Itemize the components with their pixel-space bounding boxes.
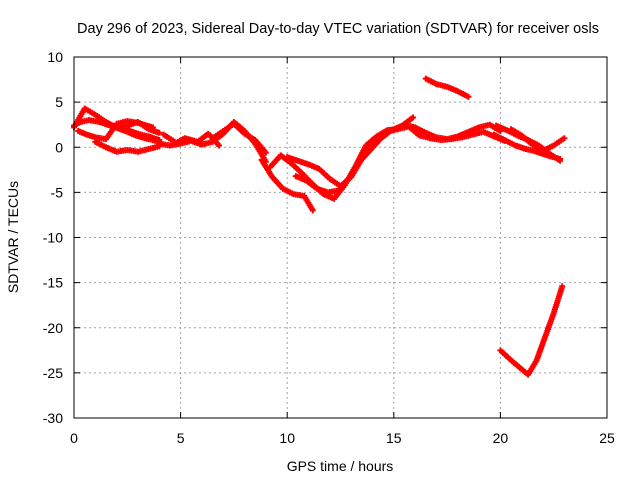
chart-title: Day 296 of 2023, Sidereal Day-to-day VTE… [77,21,599,37]
series-track-e [102,118,163,136]
series-track-q [497,283,566,378]
y-tick-label: -15 [43,275,63,291]
x-tick-label: 0 [70,430,78,446]
y-tick-label: -10 [43,230,63,246]
series-track-l [292,114,416,196]
x-axis-label: GPS time / hours [287,458,394,474]
data-point [465,93,472,100]
y-tick-label: -5 [51,184,64,200]
x-tick-label: 25 [599,430,615,446]
grid-lines [74,57,607,418]
y-tick-label: 5 [55,94,63,110]
x-tick-label: 20 [493,430,509,446]
y-axis-label: SDTVAR / TECUs [5,181,21,293]
y-tick-label: 10 [47,49,63,65]
data-point [156,129,163,136]
data-point [557,155,564,162]
data-point [559,283,566,290]
x-tick-label: 10 [279,430,295,446]
y-tick-label: -30 [43,410,63,426]
data-points [71,75,568,378]
y-tick-label: -25 [43,365,63,381]
series-track-m [422,75,472,100]
series-track-p [508,126,568,154]
data-point [262,149,269,156]
x-tick-label: 15 [386,430,402,446]
series-track-o [491,131,564,162]
y-tick-label: 0 [55,139,63,155]
axis-ticks: 0 5 10 15 20 25 -30 -25 -20 -15 -10 -5 0 5 10 [43,49,615,446]
series-track-i [258,156,316,214]
data-point [309,207,316,214]
x-tick-label: 5 [177,430,185,446]
data-point [409,114,416,121]
series-track-h [209,120,269,156]
data-point [561,135,568,142]
series-track-d [92,138,163,155]
y-tick-label: -20 [43,320,63,336]
data-point [215,142,222,149]
